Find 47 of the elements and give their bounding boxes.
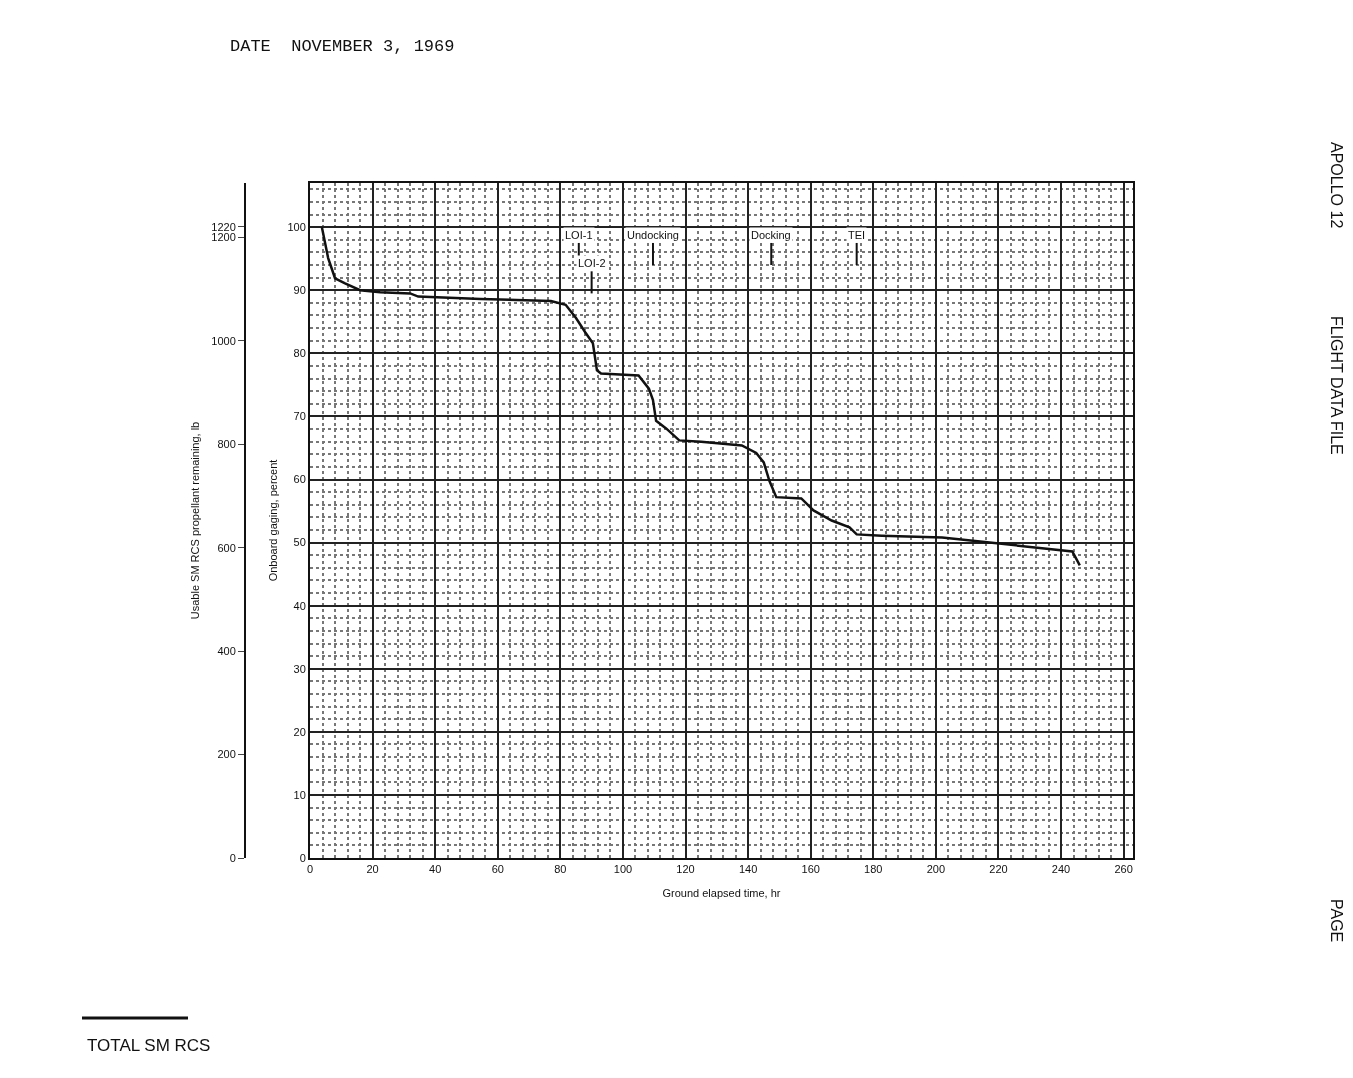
ref-line-label: TEI [848, 229, 866, 241]
y-tick-label: 90 [293, 284, 306, 297]
x-tick-label: 240 [1051, 863, 1071, 876]
y-tick-label: 0 [299, 851, 306, 864]
ref-line-label: LOI-2 [578, 257, 606, 269]
text: TOTAL SM RCS [87, 1036, 211, 1055]
chart-title: DATE NOVEMBER 3, 1969 [230, 36, 455, 56]
y2-axis-title: Usable SM RCS propellant remaining, lb [189, 421, 202, 620]
x-tick-label: 180 [864, 863, 883, 876]
text: PAGE [1328, 899, 1345, 943]
y-tick-label: 60 [293, 473, 306, 486]
y-tick-label: 50 [293, 536, 306, 549]
ref-line-label: LOI-1 [565, 229, 593, 241]
x-tick-label: 200 [926, 863, 946, 876]
y2-tick-label: 800 [217, 438, 236, 451]
line-series [320, 225, 1082, 567]
x-tick-label: 100 [613, 863, 633, 876]
y2-tick-label: 1220 [211, 220, 236, 233]
x-tick-label: 140 [738, 863, 758, 876]
y-tick-label: 10 [293, 788, 306, 801]
y2-tick-label: 1200 [211, 231, 236, 244]
y2-tick-label: 1000 [211, 334, 236, 347]
ref-line-label: Docking [751, 229, 791, 241]
y-tick-label: 100 [287, 221, 306, 234]
y2-tick-label: 400 [217, 644, 236, 657]
text: FLIGHT DATA FILE [1328, 316, 1345, 455]
x-tick-label: 160 [801, 863, 820, 876]
y-tick-label: 30 [293, 662, 306, 675]
x-tick-label: 120 [676, 863, 695, 876]
y2-tick-label: 600 [217, 541, 236, 554]
y2-tick-label: 200 [217, 748, 236, 761]
x-tick-label: 220 [989, 863, 1008, 876]
ref-line-label: Undocking [627, 229, 679, 241]
y-tick-label: 20 [293, 725, 306, 738]
y-tick-label: 80 [293, 347, 306, 360]
x-tick-label: 20 [366, 863, 379, 876]
y-axis-title: Onboard gaging, percent [266, 459, 279, 582]
y2-tick-label: 0 [229, 851, 236, 864]
x-tick-label: 0 [306, 863, 314, 876]
text: APOLLO 12 [1328, 142, 1345, 229]
x-tick-label: 40 [429, 863, 442, 876]
x-tick-label: 260 [1114, 863, 1133, 876]
x-axis-title: Ground elapsed time, hr [662, 886, 781, 899]
y-tick-label: 70 [293, 410, 306, 423]
x-tick-label: 80 [554, 863, 567, 876]
y-tick-label: 40 [293, 599, 306, 612]
x-tick-label: 60 [491, 863, 504, 876]
